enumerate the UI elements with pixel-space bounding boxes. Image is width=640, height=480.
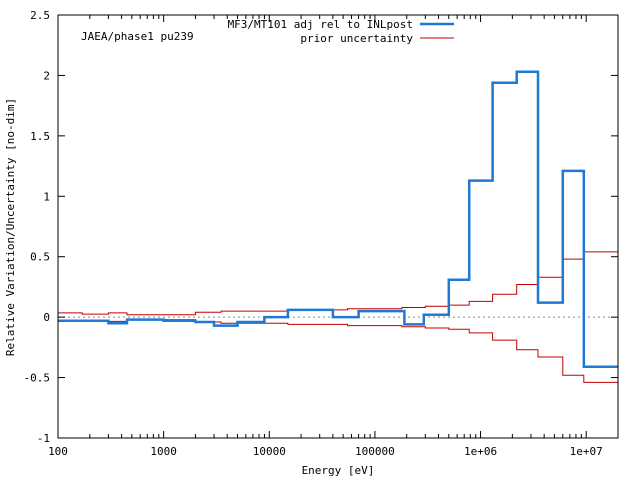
y-tick-label: 0 — [43, 311, 50, 324]
legend-label-prior-uncertainty: prior uncertainty — [300, 32, 413, 45]
chart-annotation: JAEA/phase1 pu239 — [81, 30, 194, 43]
y-tick-label: -1 — [37, 432, 50, 445]
series-prior-uncertainty-upper — [58, 251, 618, 316]
y-tick-label: 0.5 — [30, 251, 50, 264]
plot-frame — [57, 14, 619, 439]
y-tick-label: 2 — [43, 69, 50, 82]
legend-label-adjustment: MF3/MT101 adj rel to INLpost — [228, 18, 413, 31]
legend: MF3/MT101 adj rel to INLpost prior uncer… — [228, 18, 454, 45]
y-tick-label: 2.5 — [30, 9, 50, 22]
series-adjustment — [58, 70, 618, 368]
x-axis-label: Energy [eV] — [302, 464, 375, 477]
y-tick-label: 1.5 — [30, 130, 50, 143]
x-tick-label: 1e+07 — [570, 445, 603, 458]
x-tick-label: 10000 — [253, 445, 286, 458]
x-tick-label: 100 — [48, 445, 68, 458]
x-tick-label: 1e+06 — [464, 445, 497, 458]
series-prior-uncertainty-lower — [58, 319, 618, 383]
y-tick-label: -0.5 — [24, 372, 51, 385]
y-tick-label: 1 — [43, 190, 50, 203]
x-tick-label: 100000 — [355, 445, 395, 458]
x-tick-label: 1000 — [150, 445, 177, 458]
y-axis-label: Relative Variation/Uncertainty [no-dim] — [4, 98, 17, 356]
